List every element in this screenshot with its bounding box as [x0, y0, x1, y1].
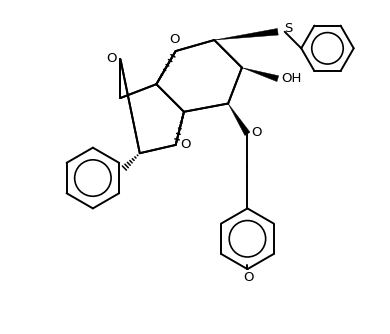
- Text: O: O: [180, 138, 190, 151]
- Text: O: O: [252, 126, 262, 139]
- Text: O: O: [169, 32, 179, 45]
- Text: O: O: [244, 271, 254, 284]
- Text: O: O: [106, 52, 116, 65]
- Polygon shape: [242, 67, 279, 81]
- Polygon shape: [215, 28, 278, 40]
- Text: OH: OH: [281, 72, 301, 85]
- Polygon shape: [228, 104, 250, 136]
- Text: S: S: [284, 22, 292, 35]
